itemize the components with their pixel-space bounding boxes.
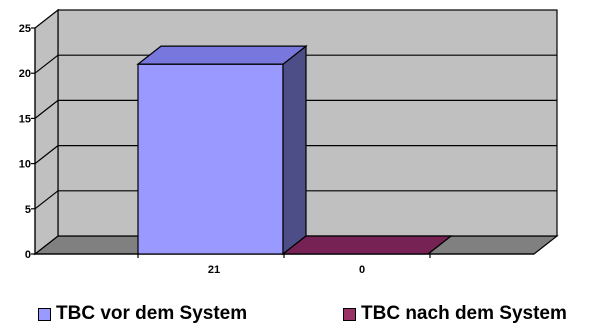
bar-21 (136, 44, 308, 256)
bar-top (281, 235, 453, 255)
chart-back-wall (57, 9, 558, 237)
legend: TBC vor dem System TBC nach dem System (0, 303, 591, 325)
y-tick-label: 0 (25, 249, 31, 261)
legend-swatch-nach (343, 307, 356, 321)
y-tick-label: 25 (19, 23, 31, 35)
legend-swatch-vor (38, 307, 51, 321)
bar-0 (281, 235, 453, 255)
gridline-side (34, 54, 59, 74)
y-tick-label: 15 (19, 113, 31, 125)
legend-label-vor: TBC vor dem System (56, 303, 248, 324)
legend-label-nach: TBC nach dem System (361, 303, 567, 324)
legend-item-nach: TBC nach dem System (343, 303, 567, 325)
bar-top (136, 45, 308, 65)
category-label: 21 (208, 264, 220, 276)
y-tick-label: 20 (19, 68, 31, 80)
y-tick-label: 5 (25, 204, 31, 216)
gridline-side (34, 99, 59, 119)
category-label: 0 (359, 264, 365, 276)
bar-side (282, 44, 307, 256)
chart-left-wall (34, 8, 59, 256)
gridline-side (34, 190, 59, 210)
legend-item-vor: TBC vor dem System (38, 303, 247, 325)
bars (136, 44, 453, 256)
category-labels: 21 0 (208, 264, 365, 276)
y-tick-label: 10 (19, 159, 31, 171)
bar-front (137, 63, 284, 255)
gridline-side (34, 145, 59, 165)
y-axis-ticks: 0 5 10 15 20 25 (19, 23, 431, 261)
